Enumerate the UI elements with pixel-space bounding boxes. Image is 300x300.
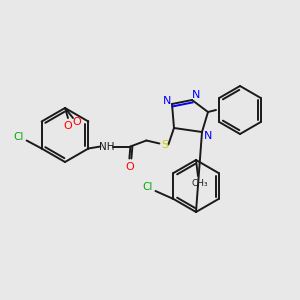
Text: CH₃: CH₃ xyxy=(192,178,208,188)
Text: O: O xyxy=(73,117,81,127)
Text: S: S xyxy=(161,140,168,151)
Text: NH: NH xyxy=(99,142,114,152)
Text: Cl: Cl xyxy=(14,131,24,142)
Text: N: N xyxy=(163,96,171,106)
Text: Cl: Cl xyxy=(142,182,153,192)
Text: O: O xyxy=(125,163,134,172)
Text: N: N xyxy=(192,90,200,100)
Text: N: N xyxy=(204,131,212,141)
Text: O: O xyxy=(64,121,72,131)
